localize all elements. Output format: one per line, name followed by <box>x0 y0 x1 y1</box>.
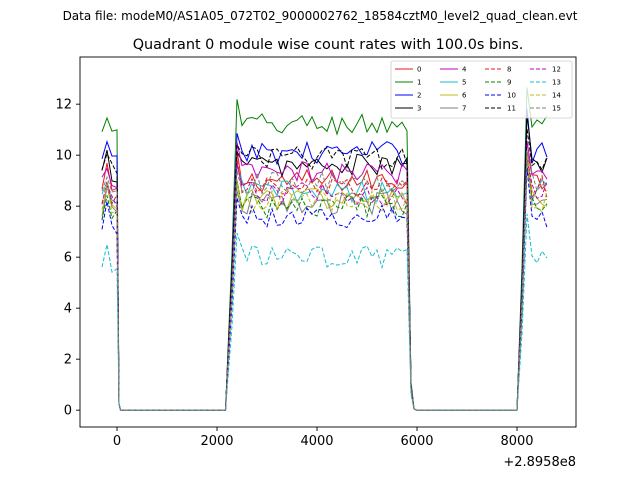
legend-label: 4 <box>462 66 467 74</box>
legend-label: 11 <box>507 105 516 113</box>
legend-label: 9 <box>507 79 511 87</box>
legend-label: 3 <box>417 105 421 113</box>
legend-label: 0 <box>417 66 421 74</box>
y-tick-label: 0 <box>64 404 72 419</box>
x-tick-label: 6000 <box>400 434 433 449</box>
plot-frame <box>79 56 577 428</box>
y-tick-label: 8 <box>64 200 72 215</box>
legend-label: 8 <box>507 66 511 74</box>
x-axis: 0 2000 4000 6000 8000 <box>113 427 534 449</box>
series-line-13 <box>101 213 548 411</box>
y-tick-label: 12 <box>55 98 72 113</box>
x-tick-label: 0 <box>113 434 121 449</box>
x-tick-label: 2000 <box>200 434 233 449</box>
legend-label: 5 <box>462 79 466 87</box>
series-line-15 <box>101 151 548 411</box>
series-layer <box>101 87 548 411</box>
legend-label: 10 <box>507 92 516 100</box>
figure-suptitle: Data file: modeM0/AS1A05_072T02_90000027… <box>63 9 578 23</box>
legend-label: 1 <box>417 79 421 87</box>
legend-label: 7 <box>462 105 466 113</box>
legend-label: 15 <box>552 105 561 113</box>
x-tick-label: 4000 <box>300 434 333 449</box>
legend-label: 2 <box>417 92 421 100</box>
x-offset-label: +2.8958e8 <box>503 455 576 470</box>
legend-label: 6 <box>462 92 467 100</box>
y-axis: 0 2 4 6 8 10 12 <box>55 98 80 419</box>
legend-label: 14 <box>552 92 561 100</box>
x-tick-label: 8000 <box>500 434 533 449</box>
legend-label: 12 <box>552 66 561 74</box>
y-tick-label: 4 <box>64 302 72 317</box>
chart-title: Quadrant 0 module wise count rates with … <box>133 37 524 53</box>
legend-box <box>390 60 573 119</box>
y-tick-label: 2 <box>64 353 72 368</box>
legend-label: 13 <box>552 79 561 87</box>
y-tick-label: 10 <box>55 149 72 164</box>
y-tick-label: 6 <box>64 251 72 266</box>
